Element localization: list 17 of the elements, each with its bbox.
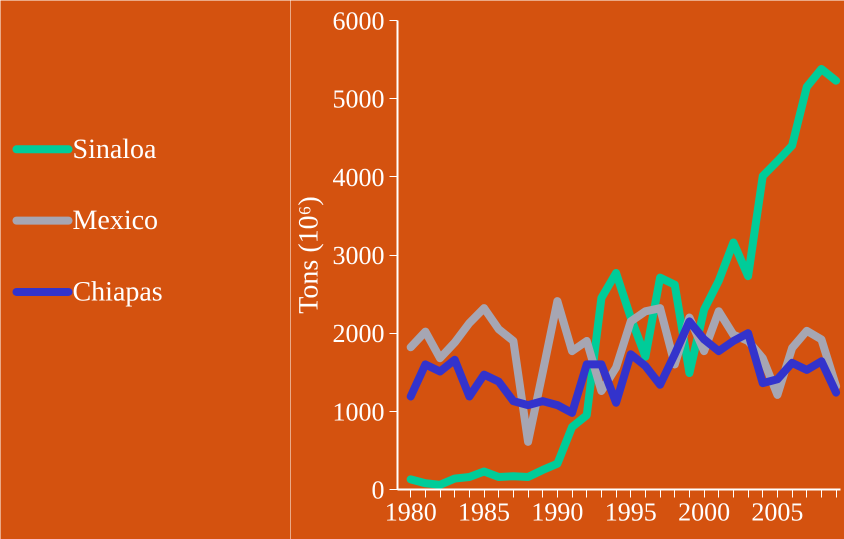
y-tick-label: 1000 bbox=[332, 397, 384, 426]
x-tick-label: 2000 bbox=[678, 498, 730, 526]
x-tick-label: 1990 bbox=[531, 498, 584, 526]
y-tick-label: 0 bbox=[372, 476, 384, 504]
y-axis-title: Tons (10⁶) bbox=[294, 196, 324, 314]
legend-label: Chiapas bbox=[72, 276, 163, 308]
y-tick-label: 6000 bbox=[332, 6, 384, 36]
x-tick-label: 2005 bbox=[751, 498, 804, 526]
legend-label: Sinaloa bbox=[72, 134, 158, 165]
y-tick-label: 2000 bbox=[332, 319, 384, 348]
x-tick-label: 1985 bbox=[458, 498, 510, 526]
x-tick-label: 1995 bbox=[604, 498, 657, 526]
y-tick-label: 3000 bbox=[332, 241, 384, 270]
y-tick-label: 4000 bbox=[332, 162, 384, 192]
legend-label: Mexico bbox=[72, 205, 158, 236]
y-tick-label: 5000 bbox=[332, 84, 384, 114]
x-tick-label: 1980 bbox=[384, 498, 437, 526]
